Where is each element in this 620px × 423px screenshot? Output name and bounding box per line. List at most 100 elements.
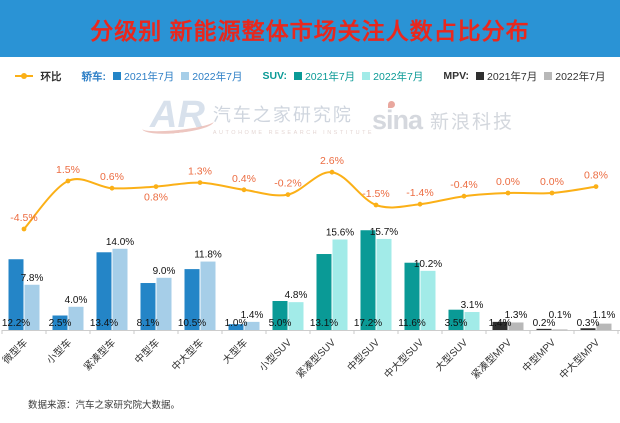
trend-point <box>285 192 291 197</box>
category-label: 中大型车 <box>169 336 206 373</box>
bar-2021 <box>316 254 332 330</box>
trend-label: -4.5% <box>10 212 37 224</box>
category-label: 大型车 <box>220 336 250 366</box>
trend-label: 0.0% <box>540 176 564 188</box>
trend-point <box>373 202 379 208</box>
trend-label: 1.3% <box>188 166 212 178</box>
legend-item-sedan-2021: 2021年7月 <box>113 69 174 84</box>
watermark-autohome: AR 汽车之家研究院 AUTOHOME RESEARCH INSTITUTE <box>141 96 375 137</box>
bar-label-2021: 3.5% <box>445 318 468 329</box>
trend-point <box>153 184 159 189</box>
bar-2022 <box>596 323 612 330</box>
watermark-autohome-subtitle: AUTOHOME RESEARCH INSTITUTE <box>212 130 375 136</box>
trend-label: -0.4% <box>450 179 477 191</box>
trend-label: 0.8% <box>144 192 168 204</box>
line-series-icon <box>14 73 33 79</box>
logo-swoosh-icon <box>141 113 215 137</box>
data-source-note: 数据来源：汽车之家研究院大数据。 <box>28 400 181 411</box>
bar-label-2021: 10.5% <box>178 318 206 329</box>
category-label: 大型SUV <box>432 336 470 374</box>
bar-label-2022: 14.0% <box>106 237 134 248</box>
trend-label: 0.0% <box>496 176 520 188</box>
bar-label-2022: 1.3% <box>505 310 528 321</box>
trend-point <box>549 190 555 196</box>
legend-group-sedan-name: 轿车: <box>81 70 107 83</box>
legend-label: 2021年7月 <box>124 70 175 83</box>
bar-label-2021: 1.4% <box>489 318 512 329</box>
bar-2021 <box>184 269 200 330</box>
bar-2021 <box>140 283 156 330</box>
trend-point <box>329 169 335 175</box>
legend-group-suv-name: SUV: <box>262 70 287 82</box>
category-label: 中大型SUV <box>381 336 426 381</box>
bar-label-2022: 15.7% <box>370 227 398 238</box>
bar-label-2022: 4.0% <box>65 295 88 306</box>
category-label: 紧凑型车 <box>81 336 118 373</box>
category-label: 中型车 <box>132 336 162 366</box>
bar-2021 <box>492 321 508 330</box>
trend-point <box>109 185 115 191</box>
bar-2022 <box>464 312 480 330</box>
bar-2021 <box>8 259 24 330</box>
trend-point <box>505 190 511 196</box>
bar-label-2022: 9.0% <box>153 266 176 277</box>
legend-group-suv: SUV: 2021年7月 2022年7月 <box>262 69 423 84</box>
legend-line-label: 环比 <box>40 70 62 83</box>
bar-label-2021: 1.0% <box>225 318 248 329</box>
trend-label: 1.5% <box>56 164 80 176</box>
trend-label: 0.6% <box>100 171 124 183</box>
bar-label-2022: 10.2% <box>414 259 442 270</box>
legend-group-mpv: MPV: 2021年7月 2022年7月 <box>443 69 605 84</box>
bar-2022 <box>552 329 568 331</box>
header-banner: 分级别 新能源整体市场关注人数占比分布 <box>0 0 620 57</box>
bar-label-2021: 0.3% <box>577 318 600 329</box>
legend-item-line: 环比 <box>14 69 62 84</box>
bar-2022 <box>508 322 524 330</box>
trend-point <box>417 201 423 207</box>
trend-point <box>241 187 247 193</box>
bar-2021 <box>448 309 464 330</box>
legend-label: 2022年7月 <box>373 70 424 83</box>
bar-2022 <box>156 277 172 330</box>
swatch-icon <box>544 72 553 80</box>
trend-label: 2.6% <box>320 155 344 167</box>
trend-point <box>197 180 203 185</box>
sina-logo-icon: sina <box>372 101 423 135</box>
trend-point <box>593 184 599 189</box>
bar-2021 <box>96 252 112 330</box>
trend-label: -0.2% <box>274 178 301 190</box>
bar-label-2021: 11.6% <box>398 318 426 329</box>
bar-label-2021: 8.1% <box>137 318 160 329</box>
category-label: 中型SUV <box>344 336 382 374</box>
bar-2021 <box>52 315 68 330</box>
bar-2021 <box>360 230 376 330</box>
category-label: 小型SUV <box>256 336 294 374</box>
category-label: 紧凑型MPV <box>468 336 514 382</box>
legend-group-sedan: 轿车: 2021年7月 2022年7月 <box>82 69 243 84</box>
bar-2022 <box>24 284 40 330</box>
bar-label-2021: 2.5% <box>49 318 72 329</box>
bar-2021 <box>536 328 552 330</box>
legend-item-mpv-2022: 2022年7月 <box>544 69 605 84</box>
watermark-sina: sina 新浪科技 <box>372 101 515 136</box>
category-label: 微型车 <box>0 336 30 366</box>
swatch-icon <box>362 72 371 80</box>
bar-2021 <box>404 262 420 330</box>
bar-label-2021: 0.2% <box>533 318 556 329</box>
bar-label-2021: 13.1% <box>310 318 338 329</box>
bar-2021 <box>580 328 596 330</box>
legend-item-sedan-2022: 2022年7月 <box>181 69 242 84</box>
swatch-icon <box>113 72 122 80</box>
bar-2022 <box>68 306 84 330</box>
bar-2022 <box>332 239 348 330</box>
bar-2022 <box>112 248 128 330</box>
legend-label: 2022年7月 <box>192 70 243 83</box>
bar-2021 <box>272 301 288 330</box>
bar-label-2022: 1.1% <box>593 310 616 321</box>
legend-item-suv-2021: 2021年7月 <box>293 69 355 84</box>
trend-label: 0.4% <box>232 173 256 185</box>
chart-title: 分级别 新能源整体市场关注人数占比分布 <box>90 17 530 44</box>
watermark-sina-name: 新浪科技 <box>430 112 515 133</box>
legend-label: 2021年7月 <box>487 70 538 83</box>
